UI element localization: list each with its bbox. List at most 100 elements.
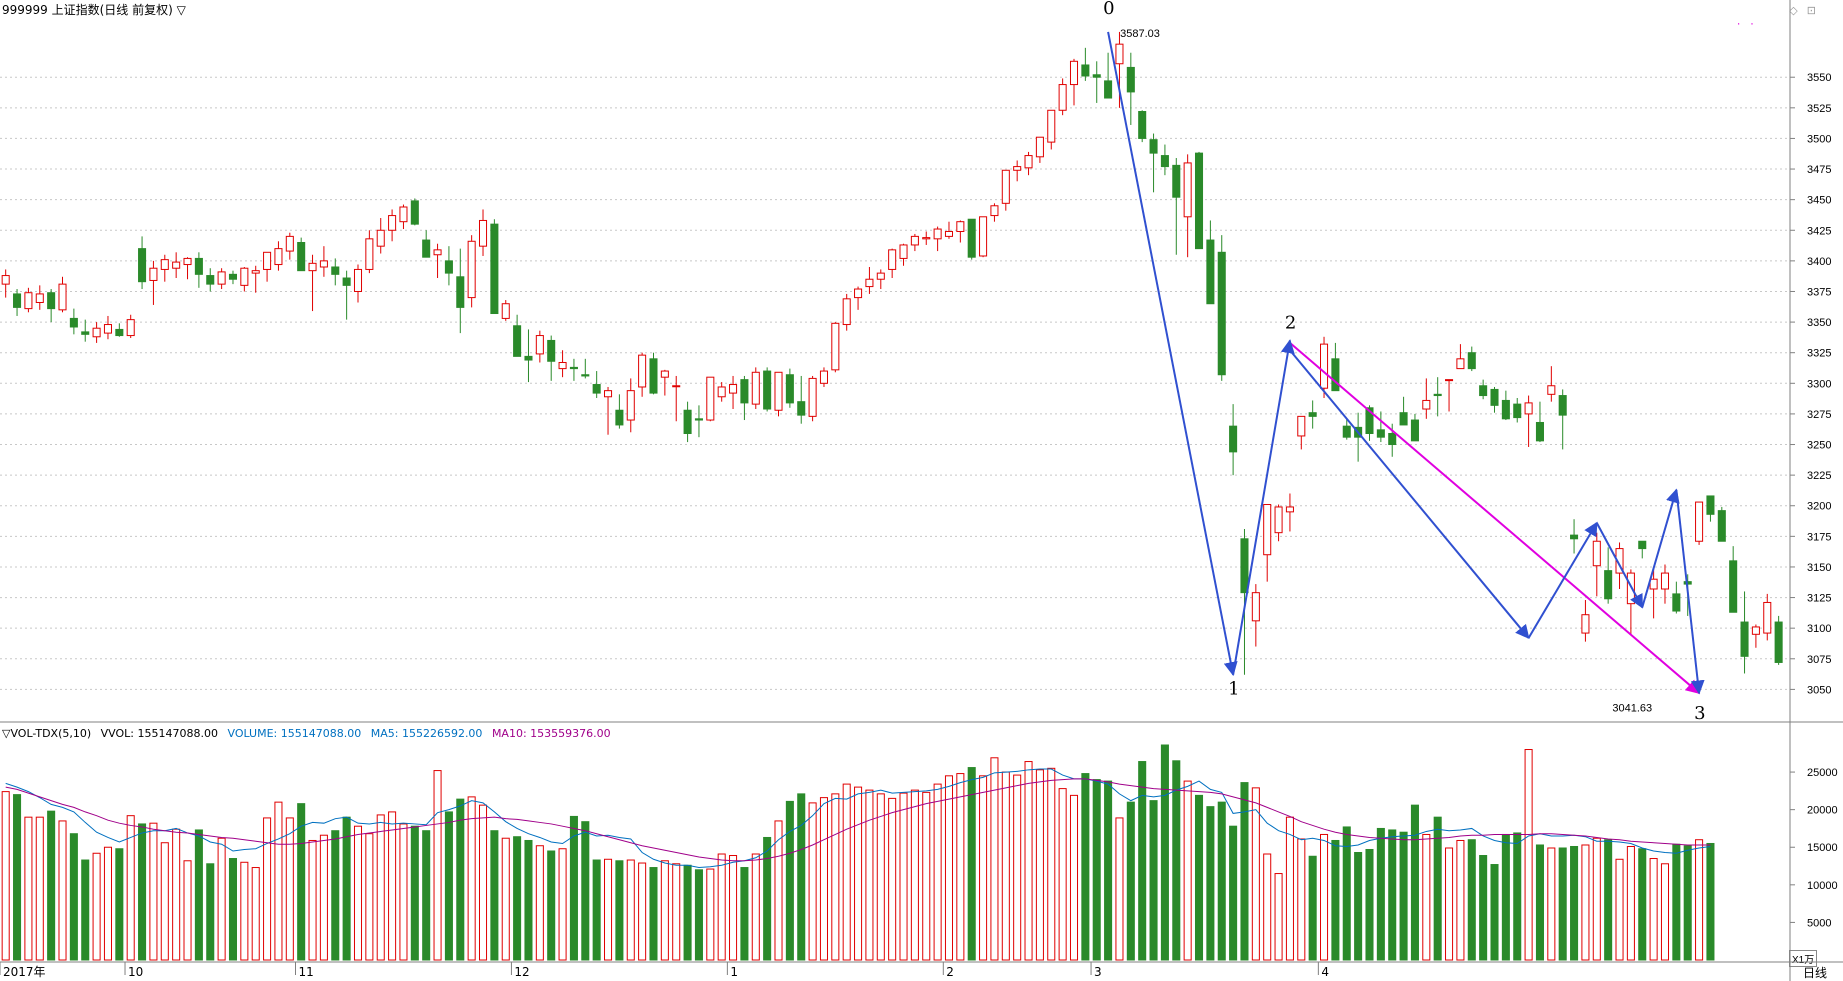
volume-bar — [331, 830, 340, 961]
candle — [854, 286, 863, 310]
candle — [774, 371, 783, 417]
wave-line — [1107, 31, 1238, 677]
candle-body — [1501, 399, 1510, 420]
volume-bar — [1660, 863, 1670, 961]
candle-body — [1274, 506, 1283, 534]
volume-bar — [910, 789, 919, 961]
candle-body — [751, 371, 760, 405]
candle — [1581, 600, 1590, 642]
candle-body — [683, 409, 692, 435]
price-tick-label: 3100 — [1807, 623, 1831, 635]
volume-bar — [1706, 842, 1715, 961]
candle-body — [478, 219, 488, 247]
volume-bar — [501, 837, 510, 961]
candle — [1069, 58, 1079, 106]
candle-body — [1535, 421, 1544, 442]
volume-bar — [342, 816, 351, 961]
candle-body — [513, 325, 522, 357]
wave-line — [1289, 349, 1530, 640]
volume-bar — [604, 858, 613, 961]
candle — [1399, 396, 1408, 426]
volume-bar — [1285, 816, 1294, 961]
volume-header: ▽VOL-TDX(5,10) VVOL: 155147088.00 VOLUME… — [2, 727, 617, 740]
candle — [1172, 158, 1181, 255]
volume-indicator-name[interactable]: ▽VOL-TDX(5,10) — [2, 727, 92, 740]
volume-ma-lines — [5, 768, 1711, 869]
volume-bar — [444, 811, 453, 961]
candle-body — [1013, 166, 1022, 171]
volume-bar — [581, 821, 590, 961]
volume-bar — [1399, 831, 1408, 961]
candle — [263, 251, 272, 282]
wave-line — [1641, 488, 1680, 608]
volume-bar — [1354, 852, 1363, 961]
candle-body — [194, 257, 203, 275]
volume-bar — [92, 852, 101, 961]
candle-body — [251, 270, 260, 274]
candle-body — [1126, 66, 1135, 93]
candle-body — [115, 328, 124, 337]
volume-bar — [944, 775, 954, 961]
candle-body — [1524, 402, 1533, 415]
volume-bar — [399, 823, 408, 961]
volume-bar — [58, 820, 67, 961]
candle-body — [581, 374, 590, 377]
candle-body — [1490, 388, 1499, 406]
candle-body — [263, 251, 272, 270]
candle-body — [660, 370, 669, 378]
volume-bar — [206, 863, 215, 961]
volume-bar — [547, 850, 556, 961]
candle-body — [558, 361, 567, 370]
candle-body — [1774, 621, 1783, 663]
candle-body — [183, 257, 192, 266]
window-controls[interactable]: ◇ ⊡ — [1789, 5, 1819, 17]
volume-bar — [1524, 749, 1533, 961]
candle-body — [1024, 155, 1033, 169]
candle — [1354, 412, 1363, 462]
volume-ma10-line — [5, 778, 1711, 862]
period-label[interactable]: 日线 — [1803, 966, 1828, 980]
candle — [1490, 386, 1499, 413]
candle — [1342, 418, 1351, 440]
candle-body — [1285, 506, 1294, 513]
candle — [1229, 404, 1238, 476]
candle-body — [365, 238, 374, 270]
candle-body — [342, 277, 351, 286]
volume-bar — [228, 858, 238, 961]
volume-bar — [1547, 847, 1556, 961]
candle-body — [13, 293, 22, 308]
date-tick-label: 3 — [1094, 965, 1102, 979]
price-tick-label: 3550 — [1807, 72, 1831, 84]
candle — [92, 322, 101, 343]
candle — [1774, 615, 1783, 665]
candle — [1206, 220, 1215, 305]
volume-bar — [513, 836, 522, 961]
volume-bar — [388, 811, 397, 961]
candle — [831, 322, 840, 373]
volume-bar — [422, 830, 431, 961]
candle-body — [410, 200, 419, 225]
candle-body — [569, 366, 578, 370]
candle — [615, 394, 624, 429]
volume-bar — [456, 798, 465, 961]
candle — [444, 246, 453, 286]
candle — [1433, 377, 1442, 417]
volume-bar — [1069, 794, 1079, 961]
volume-bar — [138, 823, 147, 961]
candle — [1035, 136, 1044, 163]
candle — [13, 289, 22, 316]
volume-bar — [1160, 744, 1169, 961]
volume-bar — [172, 828, 181, 961]
volume-bar — [1172, 760, 1181, 961]
candle-body — [604, 390, 613, 398]
price-tick-label: 3375 — [1807, 286, 1831, 298]
candle — [649, 352, 658, 395]
volume-bar — [1092, 779, 1101, 961]
candle-body — [1479, 385, 1488, 397]
volume-bar — [808, 802, 817, 961]
volume-bar — [285, 817, 294, 961]
volume-bar — [47, 810, 56, 961]
candle-body — [1433, 393, 1442, 397]
